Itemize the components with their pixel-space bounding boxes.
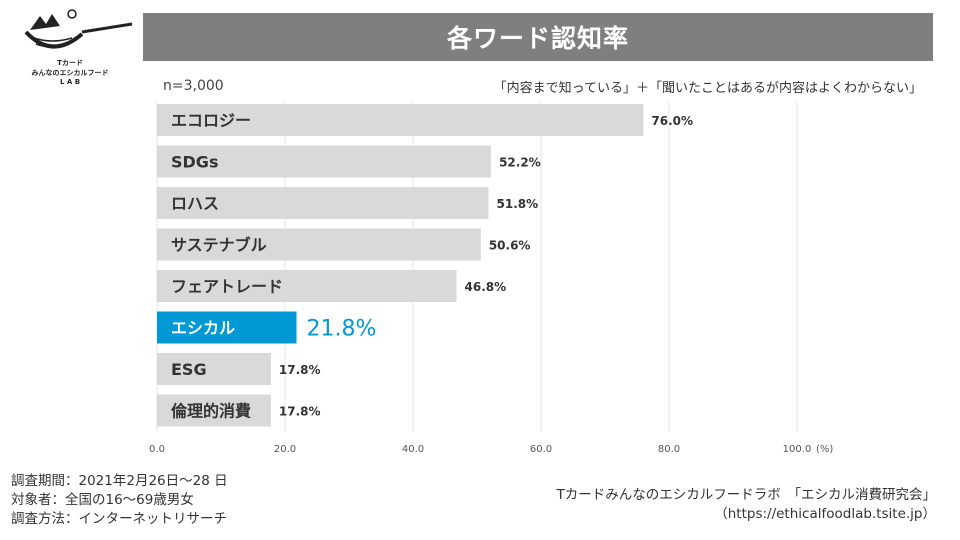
x-tick-label: 60.0 — [530, 444, 552, 455]
source-org: Tカードみんなのエシカルフードラボ 「エシカル消費研究会」 — [556, 487, 937, 503]
source-info: Tカードみんなのエシカルフードラボ 「エシカル消費研究会」 （https://e… — [557, 486, 937, 524]
bar — [157, 394, 271, 427]
bar — [157, 353, 271, 385]
category-label: ESG — [171, 360, 207, 379]
x-axis-unit: (%) — [816, 444, 833, 455]
definition-note: 「内容まで知っている」＋「聞いたことはあるが内容はよくわからない」 — [493, 81, 922, 96]
bar — [157, 228, 481, 261]
category-label: ロハス — [171, 194, 219, 213]
bar — [157, 270, 457, 302]
value-label: 17.8% — [279, 363, 321, 377]
logo-text-1: Tカード — [57, 59, 83, 67]
bar — [157, 311, 297, 344]
x-tick-label: 80.0 — [658, 444, 680, 455]
x-tick-label: 0.0 — [149, 444, 165, 455]
sample-size: n=3,000 — [163, 78, 224, 94]
category-label: サステナブル — [171, 236, 267, 255]
value-label: 51.8% — [497, 197, 539, 211]
bowl-logo-icon — [24, 9, 133, 49]
category-label: 倫理的消費 — [171, 402, 251, 421]
bar — [157, 145, 492, 178]
bar — [157, 187, 489, 219]
value-label: 76.0% — [651, 114, 693, 128]
value-label: 50.6% — [489, 239, 531, 253]
value-label: 46.8% — [465, 280, 507, 294]
value-label-highlight: 21.8% — [307, 317, 377, 342]
logo-text-3: L A B — [59, 78, 81, 86]
survey-method: 調査方法：インターネットリサーチ — [11, 511, 227, 527]
source-url: （https://ethicalfoodlab.tsite.jp） — [714, 506, 936, 522]
category-label: エコロジー — [171, 111, 251, 130]
category-label: エシカル — [171, 319, 235, 338]
x-tick-label: 100.0 — [783, 444, 812, 455]
lab-logo: Tカード みんなのエシカルフード L A B — [20, 8, 135, 90]
category-label: SDGs — [171, 153, 218, 172]
value-label: 17.8% — [279, 405, 321, 419]
category-label: フェアトレード — [171, 277, 283, 296]
survey-period: 調査期間：2021年2月26日～28 日 — [11, 473, 228, 489]
chart-title: 各ワード認知率 — [143, 13, 933, 61]
bar — [157, 104, 644, 136]
survey-info: 調査期間：2021年2月26日～28 日 対象者：全国の16～69歳男女 調査方… — [11, 472, 228, 529]
x-tick-label: 40.0 — [402, 444, 424, 455]
value-label: 52.2% — [499, 156, 541, 170]
logo-text-2: みんなのエシカルフード — [31, 69, 109, 77]
survey-target: 対象者：全国の16～69歳男女 — [11, 492, 194, 508]
x-tick-label: 20.0 — [274, 444, 296, 455]
